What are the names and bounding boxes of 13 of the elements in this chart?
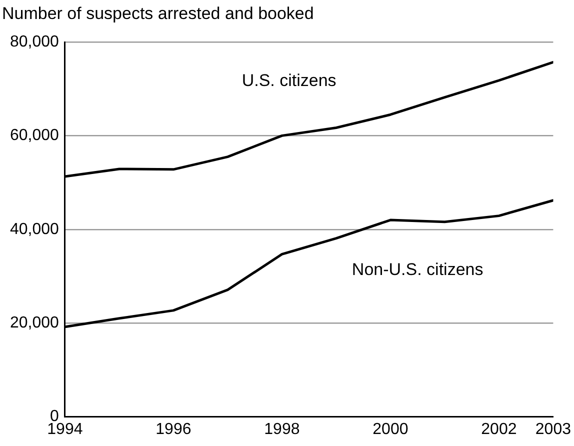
y-tick-label: 80,000 xyxy=(10,33,60,50)
y-axis-title: Number of suspects arrested and booked xyxy=(2,4,314,24)
y-tick-label: 20,000 xyxy=(10,314,60,332)
series-label: Non-U.S. citizens xyxy=(352,260,484,280)
x-tick-label: 1994 xyxy=(47,420,83,438)
x-tick-label: 2002 xyxy=(481,420,517,438)
text: U.S. citizens xyxy=(242,70,336,90)
y-tick-label: 60,000 xyxy=(10,127,60,144)
x-tick-label: 2003 xyxy=(535,420,572,438)
x-tick-label: 1998 xyxy=(264,420,300,438)
y-tick-label: 40,000 xyxy=(10,220,60,238)
x-tick-label: 1996 xyxy=(156,420,192,438)
x-tick-label: 2000 xyxy=(372,420,408,438)
